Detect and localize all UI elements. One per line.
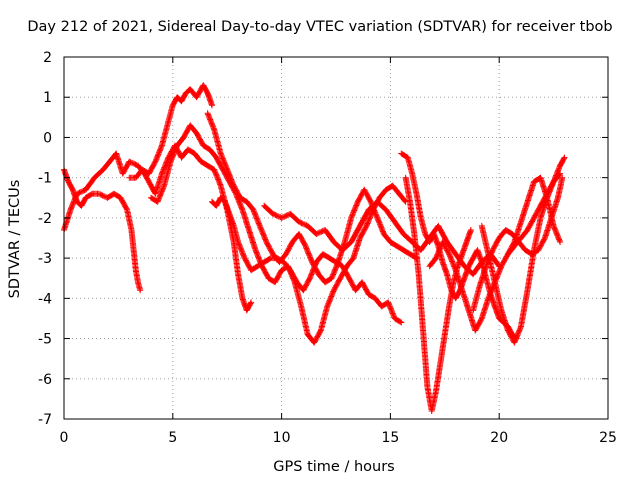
x-tick-label: 0	[60, 430, 69, 446]
data-points	[61, 82, 568, 414]
x-tick-label: 20	[490, 430, 508, 446]
series-arc4	[148, 122, 409, 346]
y-tick-label: -1	[38, 171, 52, 187]
series-markers	[504, 174, 564, 258]
y-tick-label: 2	[43, 50, 52, 66]
plot-frame	[63, 56, 609, 420]
y-tick-label: -4	[38, 291, 52, 307]
y-tick-label: -6	[38, 372, 52, 388]
x-tick-label: 5	[168, 430, 177, 446]
series-markers	[126, 82, 215, 181]
y-tick-label: -7	[38, 412, 52, 428]
y-axis-label: SDTVAR / TECUs	[7, 180, 23, 299]
x-axis-label: GPS time / hours	[273, 459, 394, 475]
series-markers	[204, 110, 420, 286]
series-markers	[148, 122, 409, 346]
x-tick-label: 25	[599, 430, 617, 446]
ticks: 0 5 10 15 20 25 -7 -6 -5 -4 -3 -2 -1 0 1 2	[38, 50, 617, 446]
chart-title: Day 212 of 2021, Sidereal Day-to-day VTE…	[27, 19, 612, 35]
y-tick-label: -2	[38, 211, 52, 227]
series-markers	[209, 194, 405, 326]
x-tick-label: 15	[381, 430, 399, 446]
x-tick-label: 10	[273, 430, 291, 446]
series-arc3	[126, 82, 215, 181]
y-tick-label: -3	[38, 251, 52, 267]
y-tick-label: -5	[38, 332, 52, 348]
series-arc5	[209, 194, 405, 326]
series-arc13	[504, 174, 564, 258]
y-tick-label: 0	[43, 130, 52, 146]
y-tick-label: 1	[43, 90, 52, 106]
series-arc6	[204, 110, 420, 286]
